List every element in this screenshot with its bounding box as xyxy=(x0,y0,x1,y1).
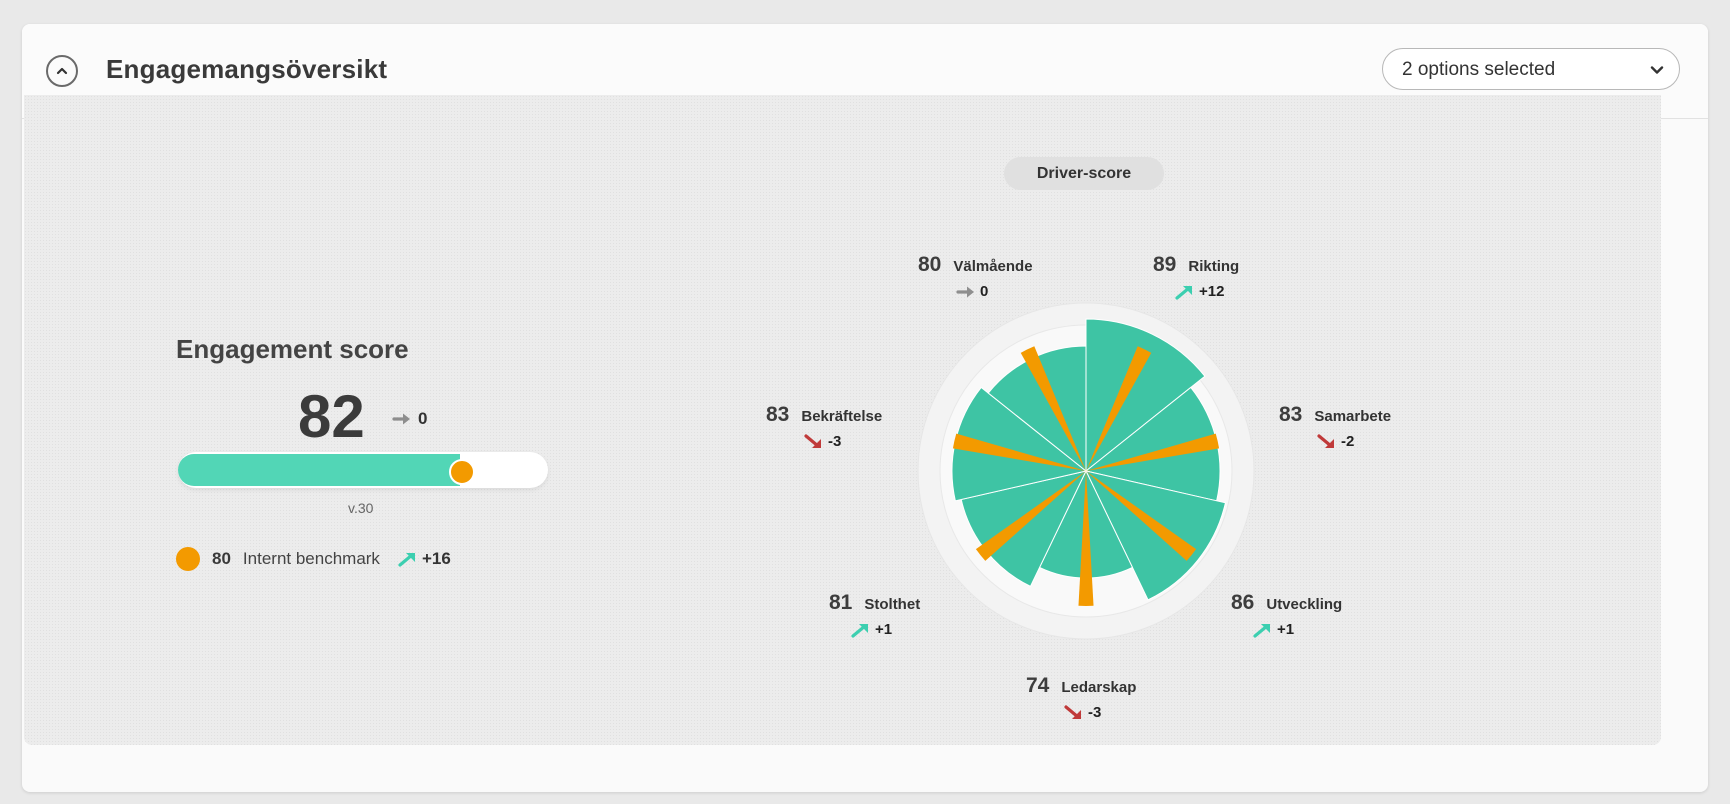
driver-score-value: 80 xyxy=(918,253,942,276)
driver-score-value: 89 xyxy=(1153,253,1177,276)
benchmark-dot-icon xyxy=(176,547,200,571)
driver-score-value: 83 xyxy=(1279,403,1303,426)
driver-name: Utveckling xyxy=(1266,596,1343,613)
driver-delta-value: -2 xyxy=(1341,433,1355,450)
driver-score-value: 81 xyxy=(829,591,853,614)
engagement-trend: 0 xyxy=(392,409,427,429)
trend-arrow-icon xyxy=(398,551,418,567)
progress-label: v.30 xyxy=(348,500,374,516)
driver-name: Ledarskap xyxy=(1061,679,1137,696)
driver-score-value: 86 xyxy=(1231,591,1255,614)
driver-delta-value: -3 xyxy=(1088,704,1102,721)
driver-name: Välmående xyxy=(953,258,1033,275)
benchmark-trend: +16 xyxy=(398,549,451,569)
driver-bar-rikting[interactable] xyxy=(1085,318,1206,473)
driver-label-ledarskap[interactable]: 74 Ledarskap -3 xyxy=(1026,674,1136,721)
content-panel xyxy=(24,95,1661,745)
driver-label-stolthet[interactable]: 81 Stolthet +1 xyxy=(829,591,920,638)
trend-arrow-icon xyxy=(804,433,824,450)
progress-marker xyxy=(449,459,475,485)
trend-arrow-icon xyxy=(851,622,871,638)
benchmark-value: 80 xyxy=(212,549,231,568)
driver-delta-value: -3 xyxy=(828,433,842,450)
driver-bar-utveckling[interactable] xyxy=(1085,470,1227,601)
driver-delta-value: +1 xyxy=(1277,621,1295,638)
benchmark-bar-bekräftelse xyxy=(952,433,1086,471)
driver-delta-value: 0 xyxy=(980,283,989,300)
driver-delta-value: +1 xyxy=(875,621,893,638)
benchmark-bar-stolthet xyxy=(975,471,1086,561)
driver-label-utveckling[interactable]: 86 Utveckling +1 xyxy=(1231,591,1342,638)
driver-name: Rikting xyxy=(1188,258,1240,275)
engagement-score: 82 xyxy=(298,383,365,450)
driver-label-rikting[interactable]: 89 Rikting +12 xyxy=(1153,253,1239,300)
benchmark-bar-utveckling xyxy=(1086,471,1197,561)
benchmark-bar-rikting xyxy=(1086,346,1152,471)
trend-arrow-icon xyxy=(392,411,412,427)
driver-label-samarbete[interactable]: 83 Samarbete -2 xyxy=(1279,403,1391,450)
chevron-down-icon xyxy=(1650,66,1664,74)
trend-arrow-icon xyxy=(1253,622,1273,638)
benchmark-trend-value: +16 xyxy=(421,549,451,568)
engagement-title: Engagement score xyxy=(176,334,409,364)
benchmark-bar-välmående xyxy=(1020,346,1086,471)
engagement-trend-value: 0 xyxy=(418,409,428,428)
benchmark-label: Internt benchmark xyxy=(242,549,380,568)
chevron-up-icon xyxy=(56,67,68,75)
driver-score-label: Driver-score xyxy=(1004,157,1164,190)
progress-fill xyxy=(178,454,460,486)
select-value: 2 options selected xyxy=(1402,59,1556,80)
internal-benchmark: 80 Internt benchmark +16 xyxy=(176,547,451,571)
trend-arrow-icon xyxy=(1317,433,1337,450)
options-select[interactable]: 2 options selected xyxy=(1382,48,1680,90)
driver-label-välmående[interactable]: 80 Välmående 0 xyxy=(918,253,1033,300)
benchmark-bar-samarbete xyxy=(1086,433,1220,471)
page-title: Engagemangsöversikt xyxy=(106,54,388,84)
trend-arrow-icon xyxy=(1175,284,1195,300)
driver-score-value: 74 xyxy=(1026,674,1050,697)
trend-arrow-icon xyxy=(1064,704,1084,721)
benchmark-bar-ledarskap xyxy=(1078,471,1094,607)
driver-name: Samarbete xyxy=(1314,408,1392,425)
trend-arrow-icon xyxy=(956,284,976,300)
driver-name: Stolthet xyxy=(864,596,921,613)
card-header: Engagemangsöversikt 2 options selected xyxy=(22,24,1708,119)
driver-name: Bekräftelse xyxy=(801,408,883,425)
driver-label-bekräftelse[interactable]: 83 Bekräftelse -3 xyxy=(766,403,882,450)
engagement-progress-bar xyxy=(178,452,548,488)
driver-score-value: 83 xyxy=(766,403,790,426)
collapse-button[interactable] xyxy=(46,55,78,87)
driver-delta-value: +12 xyxy=(1199,283,1225,300)
